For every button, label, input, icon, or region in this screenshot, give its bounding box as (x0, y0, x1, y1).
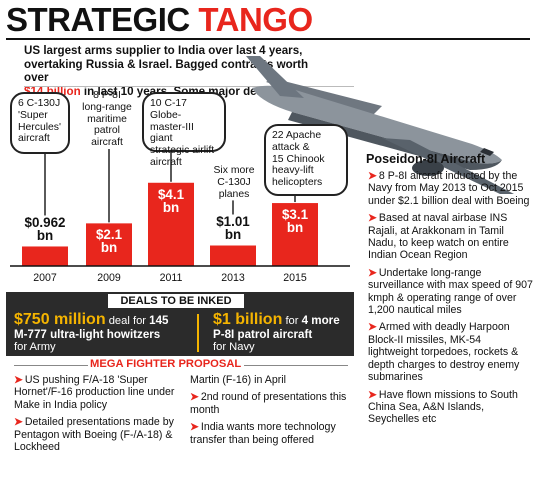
poseidon-item: ➤ Undertake long-range surveillance with … (368, 267, 534, 317)
mega-continuation: Martin (F-16) in April (190, 374, 286, 386)
deal-1-text-1: deal for (105, 315, 150, 327)
arrow-bullet-icon: ➤ (368, 388, 377, 401)
intro-line-2: overtaking Russia & Israel. Bagged contr… (24, 57, 309, 85)
mega-item-text: India wants more technology transfer tha… (190, 421, 336, 446)
arrow-bullet-icon: ➤ (368, 266, 377, 279)
arrow-bullet-icon: ➤ (14, 416, 23, 429)
poseidon-item-text: 8 P-8I aircraft inducted by the Navy fro… (368, 170, 530, 207)
annotation-callout: 8 P-8I long-range maritime patrol aircraft (82, 90, 132, 149)
mega-fighter-title: MEGA FIGHTER PROPOSAL (90, 358, 242, 370)
deal-p8i: $1 billion for 4 more P-8I patrol aircra… (213, 311, 353, 354)
data-label: $3.1 bn (281, 207, 309, 236)
data-label: $2.1 bn (95, 227, 123, 256)
deal-1-amount: $750 million (14, 311, 106, 328)
poseidon-title: Poseidon-8I Aircraft (366, 152, 486, 166)
x-tick-label: 2011 (159, 272, 183, 284)
poseidon-item-text: Undertake long-range surveillance with m… (368, 266, 533, 317)
arrow-bullet-icon: ➤ (190, 421, 199, 434)
data-label: $0.962 bn (24, 215, 66, 244)
deal-1-text-2: for Army (14, 341, 56, 353)
mega-item: ➤ India wants more technology transfer th… (190, 421, 350, 446)
deal-1-bold-1: 145 (149, 314, 169, 327)
deal-1-bold-2: M-777 ultra-light howitzers (14, 328, 161, 341)
x-tick-label: 2015 (283, 272, 307, 284)
title-part-tango: TANGO (198, 1, 313, 38)
poseidon-item: ➤ Have flown missions to South China Sea,… (368, 389, 534, 426)
mega-item: ➤ US pushing F/A-18 'Super Hornet'/F-16 p… (14, 374, 182, 411)
poseidon-item: ➤ Armed with deadly Harpoon Block-II miss… (368, 321, 534, 383)
title-rule (6, 38, 530, 40)
arrow-bullet-icon: ➤ (14, 374, 23, 386)
data-label: $1.01 bn (216, 214, 250, 243)
poseidon-item: ➤ 8 P-8I aircraft inducted by the Navy fr… (368, 170, 534, 207)
poseidon-item-text: Based at naval airbase INS Rajali, at Ar… (368, 212, 509, 262)
x-tick-label: 2009 (97, 272, 121, 284)
deal-2-line-1: $1 billion for 4 more (213, 311, 353, 328)
poseidon-item-text: Armed with deadly Harpoon Block-II missi… (368, 321, 520, 384)
bar-2011 (148, 182, 194, 266)
annotation-callout: 6 C-130J 'Super Hercules' aircraft (10, 92, 70, 154)
deals-divider (197, 314, 199, 352)
mega-item-text: US pushing F/A-18 'Super Hornet'/F-16 pr… (14, 374, 175, 411)
x-tick-label: 2007 (33, 272, 57, 284)
mega-rule-left (14, 365, 88, 366)
mega-right-column: Martin (F-16) in April ➤ 2nd round of pre… (190, 374, 350, 451)
data-label: $4.1 bn (157, 186, 185, 215)
x-tick-label: 2013 (221, 272, 245, 284)
deals-heading: DEALS TO BE INKED (108, 294, 244, 308)
arrow-bullet-icon: ➤ (368, 212, 377, 225)
deal-2-bold-1: 4 more (301, 314, 340, 327)
arrow-bullet-icon: ➤ (368, 170, 377, 182)
poseidon-item-text: Have flown missions to South China Sea, … (368, 388, 518, 426)
intro-line-1: US largest arms supplier to India over l… (24, 44, 303, 57)
deal-2-bold-2: P-8I patrol aircraft (213, 328, 313, 341)
mega-rule-right (244, 365, 348, 366)
arrow-bullet-icon: ➤ (368, 321, 377, 334)
deal-2-amount: $1 billion (213, 311, 283, 328)
bar-2007 (22, 246, 68, 266)
page-title: STRATEGIC TANGO (6, 2, 313, 38)
title-part-strategic: STRATEGIC (6, 1, 190, 38)
mega-item: ➤ 2nd round of presentations this month (190, 391, 350, 416)
mega-item-text: 2nd round of presentations this month (190, 391, 347, 416)
poseidon-item: ➤ Based at naval airbase INS Rajali, at A… (368, 212, 534, 262)
annotation-callout: 22 Apache attack & 15 Chinook heavy-lift hel… (264, 124, 348, 196)
bar-2015 (272, 203, 318, 266)
deal-howitzers: $750 million deal for 145 M-777 ultra-li… (14, 311, 186, 354)
annotation-callout: 10 C-17 Globe-master-III giant strategic … (142, 92, 226, 168)
deal-2-text-2: for Navy (213, 341, 255, 353)
bar-2013 (210, 245, 256, 266)
mega-left-column: ➤ US pushing F/A-18 'Super Hornet'/F-16 p… (14, 374, 182, 458)
mega-item: ➤ Detailed presentations made by Pentagon… (14, 416, 182, 453)
intro-rule (24, 86, 354, 87)
bar-2009 (86, 223, 132, 266)
mega-item-text: Detailed presentations made by Pentagon … (14, 416, 174, 454)
poseidon-list: ➤ 8 P-8I aircraft inducted by the Navy fr… (368, 170, 534, 431)
arrow-bullet-icon: ➤ (190, 391, 199, 404)
annotation-callout: Six more C-130J planes (213, 165, 255, 200)
deal-1-line-1: $750 million deal for 145 (14, 311, 186, 328)
deal-2-text-1: for (282, 315, 302, 327)
